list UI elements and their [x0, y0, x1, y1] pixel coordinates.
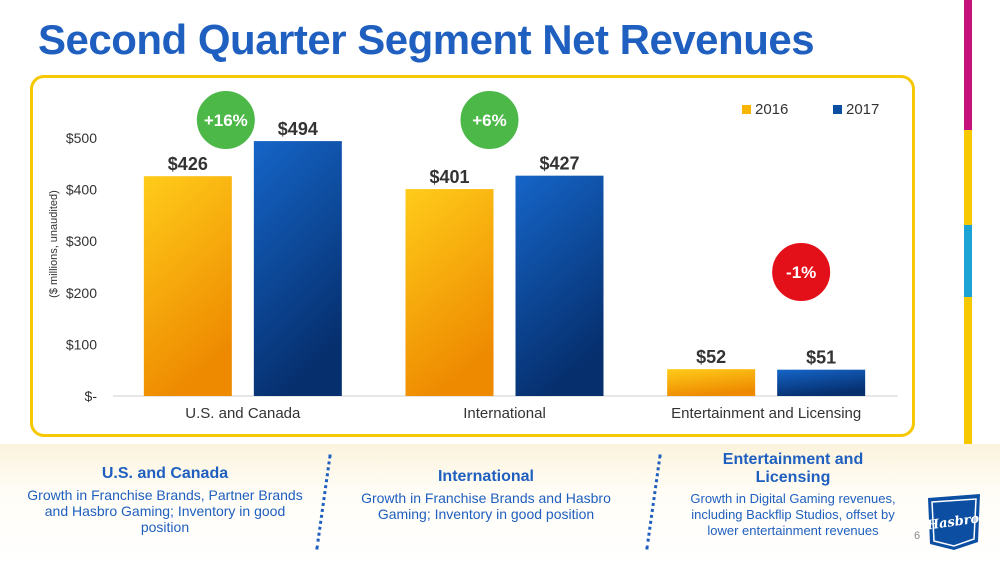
- segment-description: Growth in Franchise Brands, Partner Bran…: [27, 487, 303, 535]
- data-label: $426: [168, 154, 208, 174]
- accent-stripe-red: [964, 0, 972, 130]
- segment-summary-international: International Growth in Franchise Brands…: [356, 468, 616, 522]
- segment-title: International: [437, 468, 534, 485]
- bar-2017-0: [253, 141, 342, 396]
- segment-description: Growth in Digital Gaming revenues, inclu…: [690, 491, 896, 538]
- y-tick-label: $500: [66, 130, 97, 146]
- change-badge: [458, 89, 521, 151]
- y-tick-label: $100: [66, 336, 97, 352]
- y-tick-label: $400: [66, 182, 97, 198]
- y-tick-label: $300: [66, 233, 97, 249]
- x-tick-label: U.S. and Canada: [185, 405, 301, 422]
- legend-swatch-2017: [833, 105, 842, 114]
- accent-stripe-teal: [964, 225, 972, 297]
- bar-chart: $- $100 $200 $300 $400 $500 ($ millions, unaud…: [48, 89, 898, 422]
- accent-stripe-yellow-2: [964, 297, 972, 562]
- data-label: $52: [696, 347, 726, 367]
- segment-title: U.S. and Canada: [101, 465, 229, 482]
- data-label: $401: [429, 167, 469, 187]
- legend-swatch-2016: [742, 105, 751, 114]
- bar-2016-1: [405, 189, 494, 396]
- change-badge: [194, 89, 257, 151]
- segment-description: Growth in Franchise Brands and Hasbro Ga…: [361, 490, 611, 522]
- bar-2016-2: [667, 369, 756, 396]
- bar-2017-2: [777, 369, 866, 396]
- segment-summary-band: [0, 444, 1000, 562]
- change-badge: [770, 241, 833, 303]
- svg-text:Hasbro: Hasbro: [925, 511, 981, 533]
- bar-2017-1: [515, 175, 604, 396]
- legend-label: 2016: [755, 101, 788, 118]
- chart-frame: $- $100 $200 $300 $400 $500 ($ millions, unaud…: [30, 75, 915, 437]
- y-axis-label: ($ millions, unaudited): [48, 190, 60, 298]
- segment-summary-entertainment: Entertainment and Licensing Growth in Di…: [690, 451, 896, 539]
- legend-label: 2017: [846, 101, 879, 118]
- page-number: 6: [914, 530, 921, 542]
- data-label: $51: [806, 348, 836, 368]
- hasbro-logo: Hasbro: [925, 494, 981, 550]
- data-label: $494: [278, 119, 318, 139]
- x-tick-label: International: [463, 405, 546, 422]
- change-badge-label: +16%: [204, 111, 248, 130]
- x-tick-label: Entertainment and Licensing: [671, 405, 861, 422]
- change-badge-label: +6%: [472, 111, 507, 130]
- segment-summary-us-canada: U.S. and Canada Growth in Franchise Bran…: [20, 465, 310, 535]
- accent-stripe-yellow: [964, 130, 972, 225]
- bar-2016-0: [143, 176, 232, 396]
- y-tick-label: $-: [85, 388, 98, 404]
- change-badge-label: -1%: [786, 263, 816, 282]
- data-label: $427: [539, 154, 579, 174]
- y-tick-label: $200: [66, 285, 97, 301]
- segment-title: Entertainment and Licensing: [722, 451, 864, 486]
- slide-title: Second Quarter Segment Net Revenues: [38, 16, 815, 63]
